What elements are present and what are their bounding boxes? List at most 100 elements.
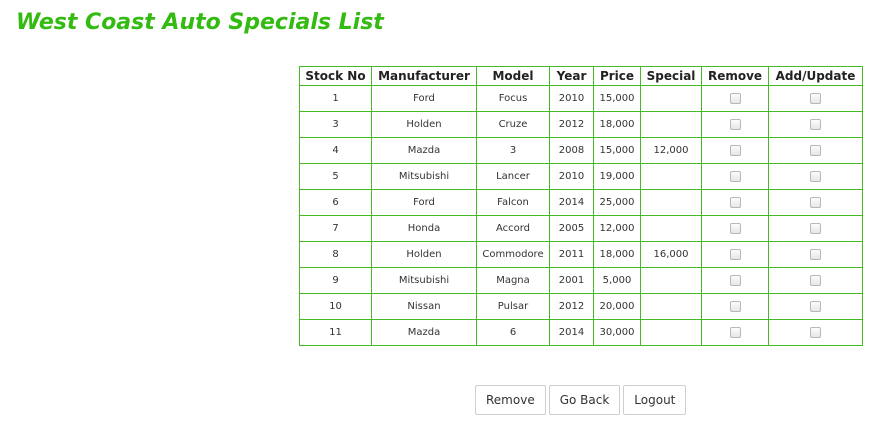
cell-special: [640, 319, 702, 346]
cell-manufacturer: Mazda: [371, 319, 477, 346]
cell-add-update: [768, 215, 863, 242]
header-model: Model: [476, 66, 550, 86]
cell-remove: [701, 137, 769, 164]
cell-price: 5,000: [593, 267, 641, 294]
page-title: West Coast Auto Specials List: [16, 10, 384, 35]
cell-special: [640, 267, 702, 294]
remove-checkbox[interactable]: [729, 118, 741, 130]
add-update-checkbox[interactable]: [810, 196, 821, 208]
cell-price: 19,000: [593, 163, 641, 190]
cell-add-update: [768, 189, 863, 216]
cell-price: 25,000: [593, 189, 641, 216]
cell-remove: [701, 163, 769, 190]
cell-model: Accord: [476, 215, 550, 242]
remove-checkbox[interactable]: [729, 274, 741, 286]
header-price: Price: [593, 66, 641, 86]
table-row: 5 Mitsubishi Lancer 2010 19,000: [299, 163, 863, 190]
table-row: 8 Holden Commodore 2011 18,000 16,000: [299, 241, 863, 268]
cell-stock-no: 6: [299, 189, 372, 216]
add-update-checkbox[interactable]: [810, 170, 821, 182]
remove-checkbox[interactable]: [729, 92, 741, 104]
cell-price: 15,000: [593, 137, 641, 164]
cell-stock-no: 9: [299, 267, 372, 294]
cell-year: 2008: [549, 137, 594, 164]
cell-manufacturer: Holden: [371, 111, 477, 138]
cell-special: [640, 189, 702, 216]
cell-price: 18,000: [593, 111, 641, 138]
cell-stock-no: 11: [299, 319, 372, 346]
table-row: 10 Nissan Pulsar 2012 20,000: [299, 293, 863, 320]
add-update-checkbox[interactable]: [810, 248, 821, 260]
table-row: 4 Mazda 3 2008 15,000 12,000: [299, 137, 863, 164]
header-add-update: Add/Update: [768, 66, 863, 86]
cell-year: 2010: [549, 85, 594, 112]
cell-model: Cruze: [476, 111, 550, 138]
cell-year: 2005: [549, 215, 594, 242]
cell-year: 2011: [549, 241, 594, 268]
table-header-row: Stock No Manufacturer Model Year Price S…: [299, 66, 863, 86]
cell-remove: [701, 319, 769, 346]
cell-model: Focus: [476, 85, 550, 112]
header-special: Special: [640, 66, 702, 86]
cell-special: [640, 293, 702, 320]
remove-button[interactable]: Remove: [475, 385, 546, 415]
cell-year: 2001: [549, 267, 594, 294]
cell-special: [640, 111, 702, 138]
cell-remove: [701, 111, 769, 138]
cell-price: 30,000: [593, 319, 641, 346]
cell-stock-no: 10: [299, 293, 372, 320]
add-update-checkbox[interactable]: [810, 92, 821, 104]
add-update-checkbox[interactable]: [810, 118, 821, 130]
cell-remove: [701, 293, 769, 320]
remove-checkbox[interactable]: [729, 248, 741, 260]
header-stock-no: Stock No: [299, 66, 372, 86]
cell-add-update: [768, 267, 863, 294]
cell-add-update: [768, 137, 863, 164]
cell-remove: [701, 85, 769, 112]
remove-checkbox[interactable]: [729, 326, 741, 338]
cell-year: 2014: [549, 189, 594, 216]
cell-manufacturer: Mitsubishi: [371, 267, 477, 294]
remove-checkbox[interactable]: [729, 170, 741, 182]
add-update-checkbox[interactable]: [810, 326, 821, 338]
cell-model: 6: [476, 319, 550, 346]
cell-model: Magna: [476, 267, 550, 294]
cell-remove: [701, 241, 769, 268]
cell-add-update: [768, 241, 863, 268]
cell-manufacturer: Ford: [371, 85, 477, 112]
add-update-checkbox[interactable]: [810, 274, 821, 286]
cell-manufacturer: Holden: [371, 241, 477, 268]
table-row: 3 Holden Cruze 2012 18,000: [299, 111, 863, 138]
cell-price: 18,000: [593, 241, 641, 268]
logout-button[interactable]: Logout: [623, 385, 687, 415]
cell-add-update: [768, 319, 863, 346]
go-back-button[interactable]: Go Back: [548, 385, 621, 415]
table-row: 7 Honda Accord 2005 12,000: [299, 215, 863, 242]
cell-stock-no: 8: [299, 241, 372, 268]
cell-special: [640, 163, 702, 190]
header-remove: Remove: [701, 66, 769, 86]
cell-add-update: [768, 293, 863, 320]
cell-stock-no: 4: [299, 137, 372, 164]
table-body: 1 Ford Focus 2010 15,000 3 Holden Cruze 2012 18,0…: [299, 85, 863, 346]
header-year: Year: [549, 66, 594, 86]
cell-model: Falcon: [476, 189, 550, 216]
table-row: 11 Mazda 6 2014 30,000: [299, 319, 863, 346]
cell-model: Commodore: [476, 241, 550, 268]
remove-checkbox[interactable]: [729, 144, 741, 156]
cell-price: 20,000: [593, 293, 641, 320]
remove-checkbox[interactable]: [729, 196, 741, 208]
table-row: 1 Ford Focus 2010 15,000: [299, 85, 863, 112]
cell-model: Pulsar: [476, 293, 550, 320]
cell-add-update: [768, 163, 863, 190]
add-update-checkbox[interactable]: [810, 300, 821, 312]
cell-remove: [701, 267, 769, 294]
cell-manufacturer: Mazda: [371, 137, 477, 164]
remove-checkbox[interactable]: [729, 300, 741, 312]
cell-add-update: [768, 111, 863, 138]
add-update-checkbox[interactable]: [810, 144, 821, 156]
remove-checkbox[interactable]: [729, 222, 741, 234]
add-update-checkbox[interactable]: [810, 222, 821, 234]
cell-special: 16,000: [640, 241, 702, 268]
specials-table: Stock No Manufacturer Model Year Price S…: [299, 66, 863, 346]
